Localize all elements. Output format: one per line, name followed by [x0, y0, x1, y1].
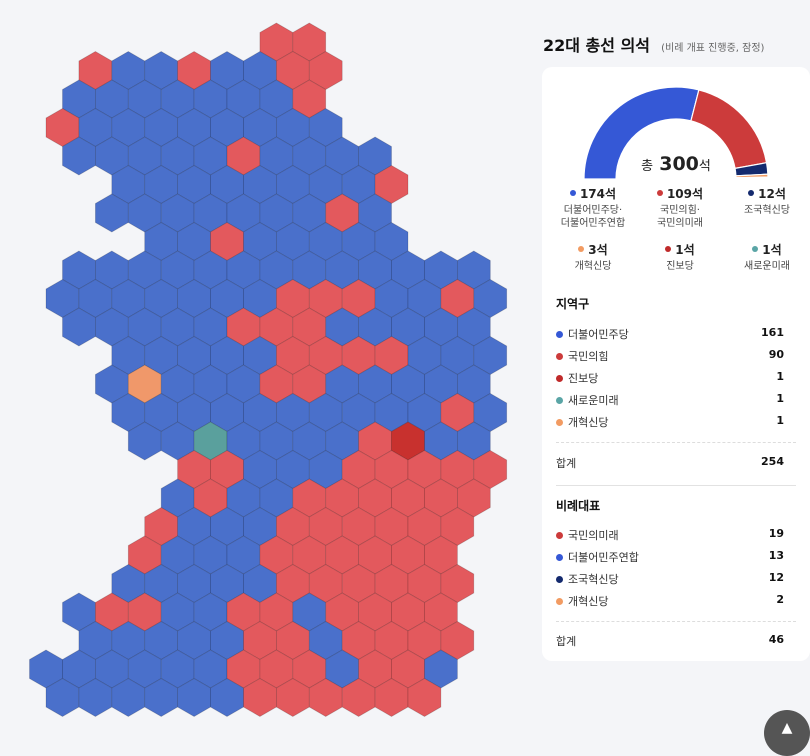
- total-seats: 총 300석: [641, 153, 711, 175]
- legend-dot: [569, 190, 576, 196]
- party-dot: [556, 397, 563, 404]
- legend-item: 174석 더불어민주당· 더불어민주연합: [560, 187, 626, 229]
- legend-dot: [748, 190, 755, 196]
- proportional-section-title: 비례대표: [556, 499, 601, 513]
- party-dot: [556, 554, 563, 561]
- district-total-row: 합계 254: [556, 455, 784, 470]
- table-row: 개혁신당 2: [556, 593, 784, 609]
- legend-dot: [578, 246, 585, 252]
- legend-dot: [752, 246, 759, 252]
- panel-title: 22대 총선 의석 (비례 개표 진행중, 잠정): [543, 32, 764, 56]
- district-section-title: 지역구: [556, 297, 590, 311]
- hex-cartogram-map: [29, 22, 508, 717]
- table-row: 조국혁신당 12: [556, 571, 784, 587]
- party-dot: [556, 419, 563, 426]
- party-dot: [556, 353, 563, 360]
- proportional-total-row: 합계 46: [556, 633, 784, 648]
- table-row: 국민의미래 19: [556, 527, 784, 543]
- legend-item: 3석 개혁신당: [574, 243, 612, 272]
- party-dot: [556, 532, 563, 539]
- legend-item: 12석 조국혁신당: [744, 187, 790, 216]
- district-hex: [407, 678, 442, 717]
- legend-item: 1석 진보당: [665, 243, 695, 272]
- legend-item: 109석 국민의힘· 국민의미래: [656, 187, 704, 229]
- seat-summary-card: 총 300석 174석 더불어민주당· 더불어민주연합 109석 국민의힘· 국민의미래 1…: [542, 67, 810, 661]
- scroll-top-button[interactable]: ▲: [764, 710, 810, 756]
- table-row: 더불어민주당 161: [556, 326, 784, 342]
- page-subtitle: (비례 개표 진행중, 잠정): [661, 43, 765, 54]
- legend-dot: [656, 190, 663, 196]
- party-dot: [556, 375, 563, 382]
- party-dot: [556, 598, 563, 605]
- arrow-up-icon: ▲: [781, 720, 793, 736]
- table-row: 국민의힘 90: [556, 348, 784, 364]
- donut-slice: [735, 177, 769, 180]
- table-row: 더불어민주연합 13: [556, 549, 784, 565]
- party-dot: [556, 331, 563, 338]
- legend-dot: [665, 246, 672, 252]
- page-title: 22대 총선 의석: [543, 36, 651, 55]
- table-row: 진보당 1: [556, 370, 784, 386]
- divider: [556, 621, 796, 622]
- divider: [556, 442, 796, 443]
- table-row: 새로운미래 1: [556, 392, 784, 408]
- table-row: 개혁신당 1: [556, 414, 784, 430]
- party-dot: [556, 576, 563, 583]
- legend-item: 1석 새로운미래: [744, 243, 790, 272]
- seat-donut-chart: [583, 86, 769, 180]
- divider: [556, 485, 796, 486]
